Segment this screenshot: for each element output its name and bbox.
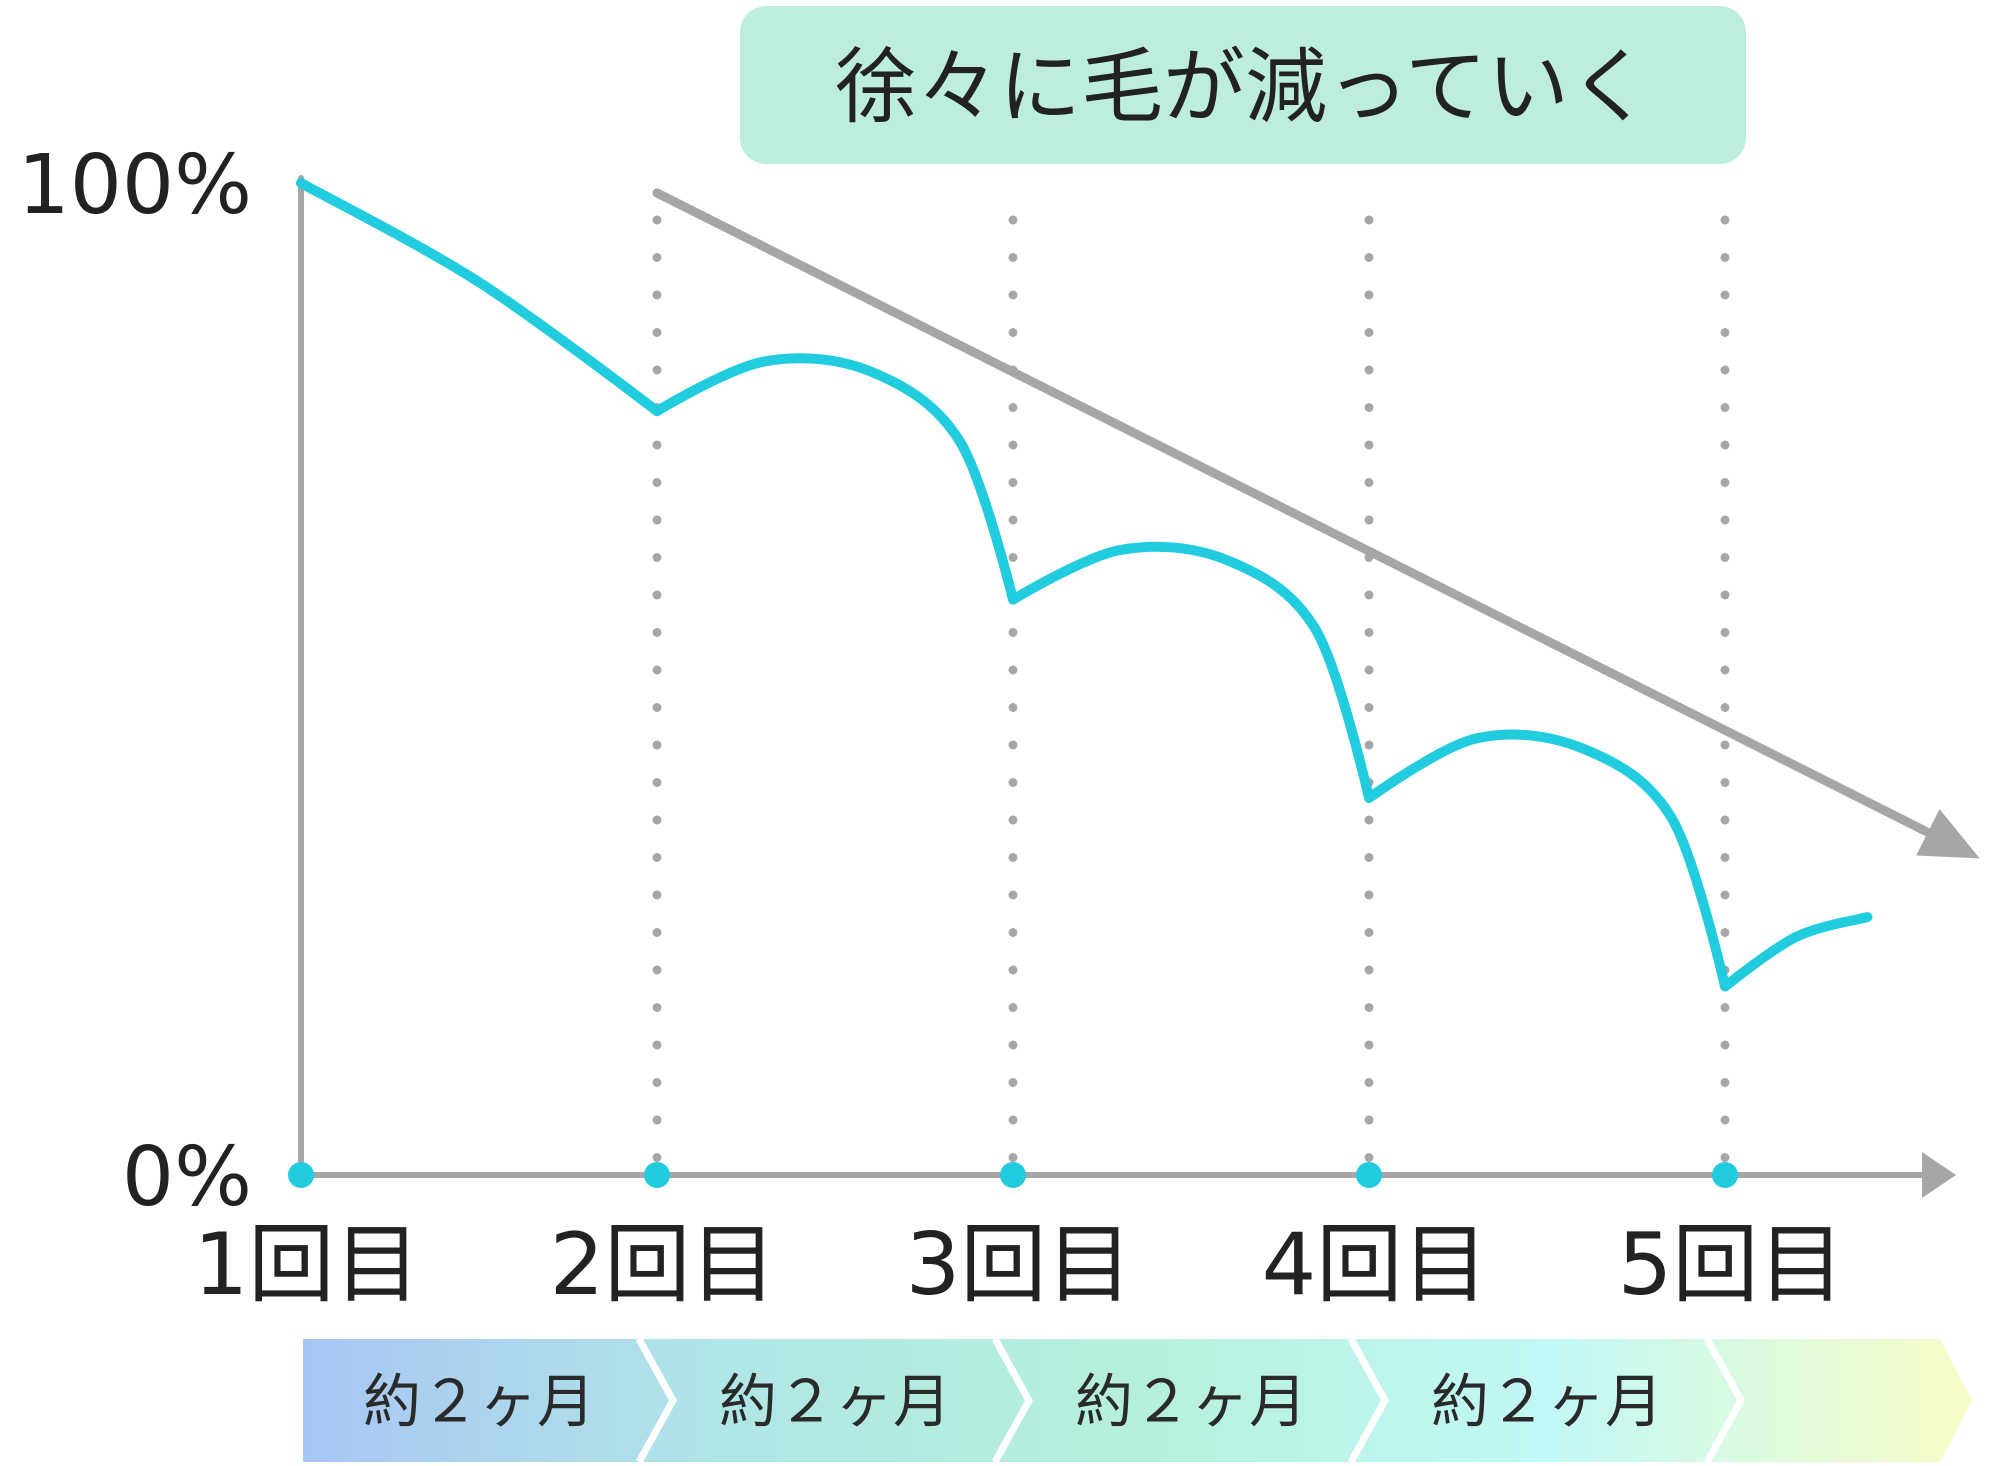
x-tick-label-3: 3回目 [906,1215,1133,1315]
period-separator [1347,1337,1389,1464]
period-ribbon: 約２ヶ月 約２ヶ月 約２ヶ月 約２ヶ月 [303,1337,1972,1464]
x-tick-label-2: 2回目 [550,1215,777,1315]
session-marker [288,1162,314,1188]
period-separators [635,1337,1745,1464]
session-markers [288,1162,1738,1188]
session-marker [1356,1162,1382,1188]
title-banner: 徐々に毛が減っていく [740,6,1746,164]
period-label-2: 約２ヶ月 [719,1368,951,1436]
period-ribbon-band [303,1339,1972,1462]
y-tick-label-0: 0% [122,1130,252,1225]
x-tick-label-5: 5回目 [1618,1215,1845,1315]
session-marker [644,1162,670,1188]
title-background [740,6,1746,164]
period-separator [1703,1337,1745,1464]
period-label-1: 約２ヶ月 [363,1368,595,1436]
axes [298,175,1956,1198]
x-tick-label-4: 4回目 [1262,1215,1489,1315]
period-label-3: 約２ヶ月 [1075,1368,1307,1436]
x-axis-arrowhead [1922,1152,1956,1198]
period-label-4: 約２ヶ月 [1431,1368,1663,1436]
hair-amount-line [296,178,1873,992]
x-axis-labels: 1回目 2回目 3回目 4回目 5回目 [194,1215,1845,1315]
series [296,178,1980,992]
period-separator [635,1337,677,1464]
session-marker [1712,1162,1738,1188]
trend-arrowhead [1916,809,1980,859]
chart-title: 徐々に毛が減っていく [835,40,1651,135]
trend-line [652,188,1944,843]
x-tick-label-1: 1回目 [194,1215,421,1315]
session-marker [1000,1162,1026,1188]
y-tick-label-100: 100% [18,138,252,233]
session-gridlines [652,215,1730,1170]
period-separator [991,1337,1033,1464]
